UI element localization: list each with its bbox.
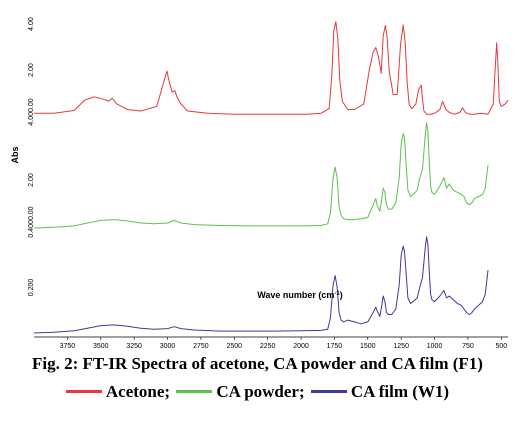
x-tick-label: 3500 bbox=[93, 343, 109, 350]
legend-label-ca-film: CA film (W1) bbox=[350, 381, 450, 401]
x-tick-label: 1500 bbox=[360, 343, 376, 350]
ftir-chart: 4.002.004.000.002.000.4000.000.200 3750 3… bbox=[10, 17, 509, 350]
legend-label-acetone: Acetone; bbox=[105, 381, 171, 401]
legend-swatch-acetone bbox=[65, 390, 102, 393]
y-tick-label: 2.00 bbox=[28, 63, 35, 77]
series-layer bbox=[33, 21, 509, 334]
x-tick-label: 2750 bbox=[193, 343, 209, 350]
series-line-acetone bbox=[34, 21, 509, 115]
y-tick-label: 0.200 bbox=[28, 279, 35, 297]
series-line-ca-powder bbox=[33, 122, 489, 229]
legend-swatch-ca-powder bbox=[176, 390, 213, 393]
x-tick-label: 2500 bbox=[226, 343, 242, 350]
y-tick-label: 2.00 bbox=[28, 173, 35, 187]
legend-item-ca-powder: CA powder; bbox=[176, 381, 305, 402]
legend-label-ca-powder: CA powder; bbox=[216, 381, 305, 401]
y-axis-label: Abs bbox=[10, 146, 20, 163]
x-tick-label: 500 bbox=[495, 343, 507, 350]
legend-item-acetone: Acetone; bbox=[65, 381, 171, 402]
legend-swatch-ca-film bbox=[310, 390, 347, 393]
x-tick-label: 2250 bbox=[260, 343, 276, 350]
y-tick-label: 4.000.00 bbox=[28, 98, 35, 125]
x-tick-label: 1250 bbox=[393, 343, 409, 350]
x-tick-label: 3750 bbox=[60, 343, 76, 350]
x-tick-label: 3000 bbox=[160, 343, 176, 350]
x-axis-label-sup: -1 bbox=[334, 291, 340, 297]
x-tick-label: 1000 bbox=[427, 343, 443, 350]
x-tick-label: 750 bbox=[462, 343, 474, 350]
legend-item-ca-film: CA film (W1) bbox=[310, 381, 450, 402]
y-tick-label: 0.4000.00 bbox=[28, 206, 35, 237]
x-tick-label: 3250 bbox=[126, 343, 142, 350]
x-tick-labels: 3750 3500 3250 3000 2750 2500 2250 2000 1750 1500… bbox=[60, 337, 507, 350]
series-line-ca-film-w1 bbox=[33, 236, 489, 334]
x-tick-label: 2000 bbox=[293, 343, 309, 350]
x-axis-label: Wave number (cm-1) bbox=[257, 290, 343, 300]
figure-caption: Fig. 2: FT-IR Spectra of acetone, CA pow… bbox=[32, 354, 483, 373]
x-axis-label-end: ) bbox=[340, 290, 343, 300]
x-tick-label: 1750 bbox=[327, 343, 343, 350]
y-tick-labels: 4.00 2.00 4.000.00 2.00 0.4000.00 0.200 bbox=[28, 17, 35, 296]
legend: Acetone; CA powder; CA film (W1) bbox=[0, 378, 515, 402]
y-tick-label: 4.00 bbox=[28, 17, 35, 31]
x-axis-label-main: Wave number (cm bbox=[257, 290, 334, 300]
